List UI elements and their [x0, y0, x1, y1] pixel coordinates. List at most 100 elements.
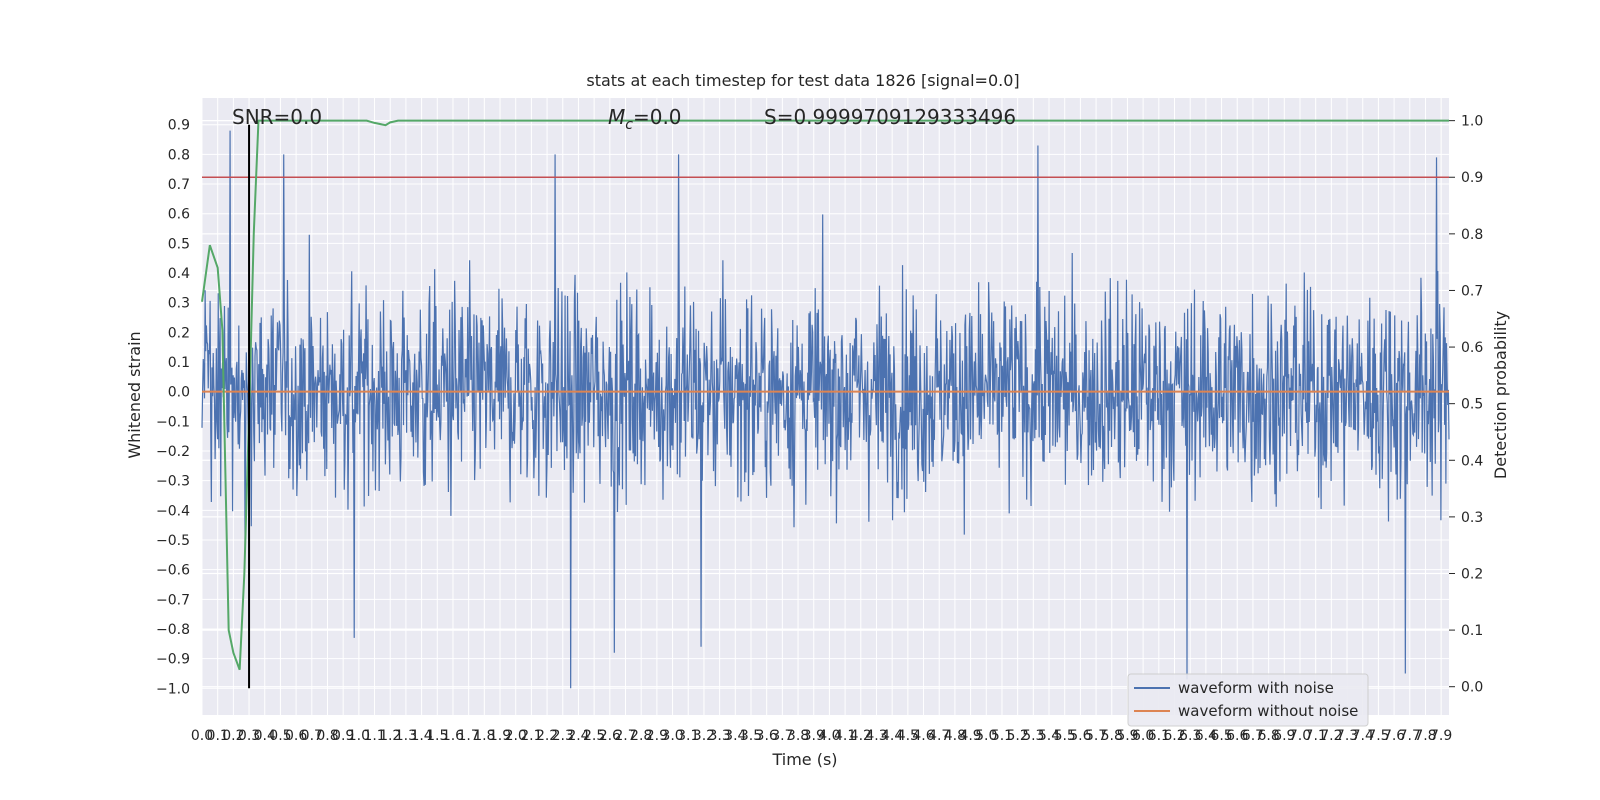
x-tick-label: 7.6: [1383, 728, 1405, 744]
x-tick-label: 7.9: [1430, 728, 1452, 744]
x-tick-label: 6.7: [1242, 728, 1264, 744]
x-tick-label: 1.6: [442, 728, 464, 744]
x-tick-label: 5.4: [1038, 728, 1060, 744]
right-y-tick-label: 0.4: [1461, 453, 1483, 469]
x-tick-label: 5.2: [1007, 728, 1029, 744]
x-tick-label: 6.5: [1210, 728, 1232, 744]
x-tick-label: 2.0: [505, 728, 527, 744]
x-tick-label: 0.8: [316, 728, 338, 744]
legend-box: [1127, 673, 1369, 727]
x-tick-label: 4.1: [834, 728, 856, 744]
x-tick-label: 4.3: [865, 728, 887, 744]
x-tick-label: 5.7: [1085, 728, 1107, 744]
x-tick-label: 2.6: [599, 728, 621, 744]
x-tick-label: 1.3: [395, 728, 417, 744]
x-tick-label: 0.3: [238, 728, 260, 744]
x-axis-label: Time (s): [771, 750, 837, 769]
s-annotation: S=0.9999709129333496: [764, 105, 1016, 129]
x-tick-label: 3.9: [803, 728, 825, 744]
x-tick-label: 1.1: [363, 728, 385, 744]
right-y-tick-label: 1.0: [1461, 114, 1483, 130]
y-tick-label: −0.3: [156, 474, 190, 490]
x-tick-label: 6.1: [1148, 728, 1170, 744]
x-tick-label: 5.8: [1101, 728, 1123, 744]
chart-title: stats at each timestep for test data 182…: [586, 71, 1019, 90]
x-tick-label: 4.9: [959, 728, 981, 744]
x-tick-label: 7.8: [1414, 728, 1436, 744]
x-tick-label: 3.6: [756, 728, 778, 744]
right-y-tick-label: 0.2: [1461, 566, 1483, 582]
x-tick-label: 1.0: [348, 728, 370, 744]
x-tick-label: 2.8: [630, 728, 652, 744]
right-y-tick-label: 0.8: [1461, 227, 1483, 243]
y-tick-label: 0.9: [168, 118, 190, 134]
x-tick-label: 3.2: [693, 728, 715, 744]
y-tick-label: −0.9: [156, 652, 190, 668]
x-tick-label: 2.4: [567, 728, 589, 744]
x-tick-label: 2.7: [614, 728, 636, 744]
x-tick-label: 5.6: [1069, 728, 1091, 744]
legend-label-clean: waveform without noise: [1178, 702, 1358, 720]
legend: waveform with noise waveform without noi…: [1127, 673, 1369, 727]
x-tick-label: 5.0: [975, 728, 997, 744]
x-tick-label: 2.1: [520, 728, 542, 744]
x-tick-label: 6.8: [1257, 728, 1279, 744]
x-tick-label: 4.2: [850, 728, 872, 744]
y-tick-label: 0.6: [168, 207, 190, 223]
x-tick-label: 5.9: [1116, 728, 1138, 744]
y-tick-label: 0.4: [168, 266, 190, 282]
x-tick-label: 7.0: [1289, 728, 1311, 744]
noisy-waveform-line: [201, 130, 1450, 689]
x-tick-label: 3.4: [724, 728, 746, 744]
x-tick-label: 0.1: [207, 728, 229, 744]
y-tick-labels: 0.9 0.8 0.7 0.6 0.5 0.4 0.3 0.2 0.1 0.0 −0.1 −0.2 −0…: [156, 118, 190, 698]
probability-line: [201, 119, 1449, 671]
x-tick-label: 3.1: [677, 728, 699, 744]
x-tick-label: 1.7: [458, 728, 480, 744]
x-tick-label: 5.1: [991, 728, 1013, 744]
y-tick-label: 0.2: [168, 325, 190, 341]
y-tick-label: 0.0: [168, 385, 190, 401]
series-layer: [201, 119, 1450, 689]
x-tick-label: 1.2: [379, 728, 401, 744]
x-tick-label: 6.3: [1179, 728, 1201, 744]
x-tick-label: 3.3: [708, 728, 730, 744]
x-tick-label: 7.4: [1352, 728, 1374, 744]
y-tick-label: −0.4: [156, 503, 190, 519]
x-tick-label: 6.4: [1195, 728, 1217, 744]
x-tick-label: 1.9: [489, 728, 511, 744]
legend-label-noise: waveform with noise: [1178, 679, 1334, 697]
x-tick-label: 4.4: [881, 728, 903, 744]
snr-annotation: SNR=0.0: [232, 105, 322, 129]
x-tick-label: 3.0: [661, 728, 683, 744]
y-tick-label: 0.7: [168, 177, 190, 193]
x-tick-label: 6.0: [1132, 728, 1154, 744]
x-tick-label: 5.5: [1054, 728, 1076, 744]
mc-symbol: M: [608, 105, 625, 129]
right-y-tick-label: 0.3: [1461, 510, 1483, 526]
mc-value: =0.0: [633, 105, 682, 129]
y-tick-label: −0.5: [156, 533, 190, 549]
x-tick-label: 4.0: [818, 728, 840, 744]
x-tick-label: 0.7: [301, 728, 323, 744]
right-y-tick-label: 0.9: [1461, 170, 1483, 186]
y-tick-label: 0.8: [168, 147, 190, 163]
y-tick-label: −0.2: [156, 444, 190, 460]
right-y-tick-labels: 1.0 0.9 0.8 0.7 0.6 0.5 0.4 0.3 0.2 0.1 0.0: [1461, 114, 1483, 696]
x-tick-label: 7.7: [1399, 728, 1421, 744]
x-tick-label: 3.7: [771, 728, 793, 744]
y-tick-label: −0.7: [156, 592, 190, 608]
x-tick-label: 7.2: [1320, 728, 1342, 744]
x-tick-label: 2.2: [536, 728, 558, 744]
mc-subscript: c: [625, 117, 633, 133]
x-tick-label: 7.1: [1305, 728, 1327, 744]
x-tick-label: 0.5: [269, 728, 291, 744]
x-tick-label: 4.8: [944, 728, 966, 744]
y-axis-label: Whitened strain: [125, 331, 144, 458]
x-tick-label: 2.5: [583, 728, 605, 744]
x-tick-label: 6.6: [1226, 728, 1248, 744]
x-tick-labels: 0.00.10.20.30.40.50.60.70.80.91.01.11.21…: [191, 728, 1452, 744]
x-tick-label: 0.4: [254, 728, 276, 744]
x-tick-label: 3.5: [740, 728, 762, 744]
